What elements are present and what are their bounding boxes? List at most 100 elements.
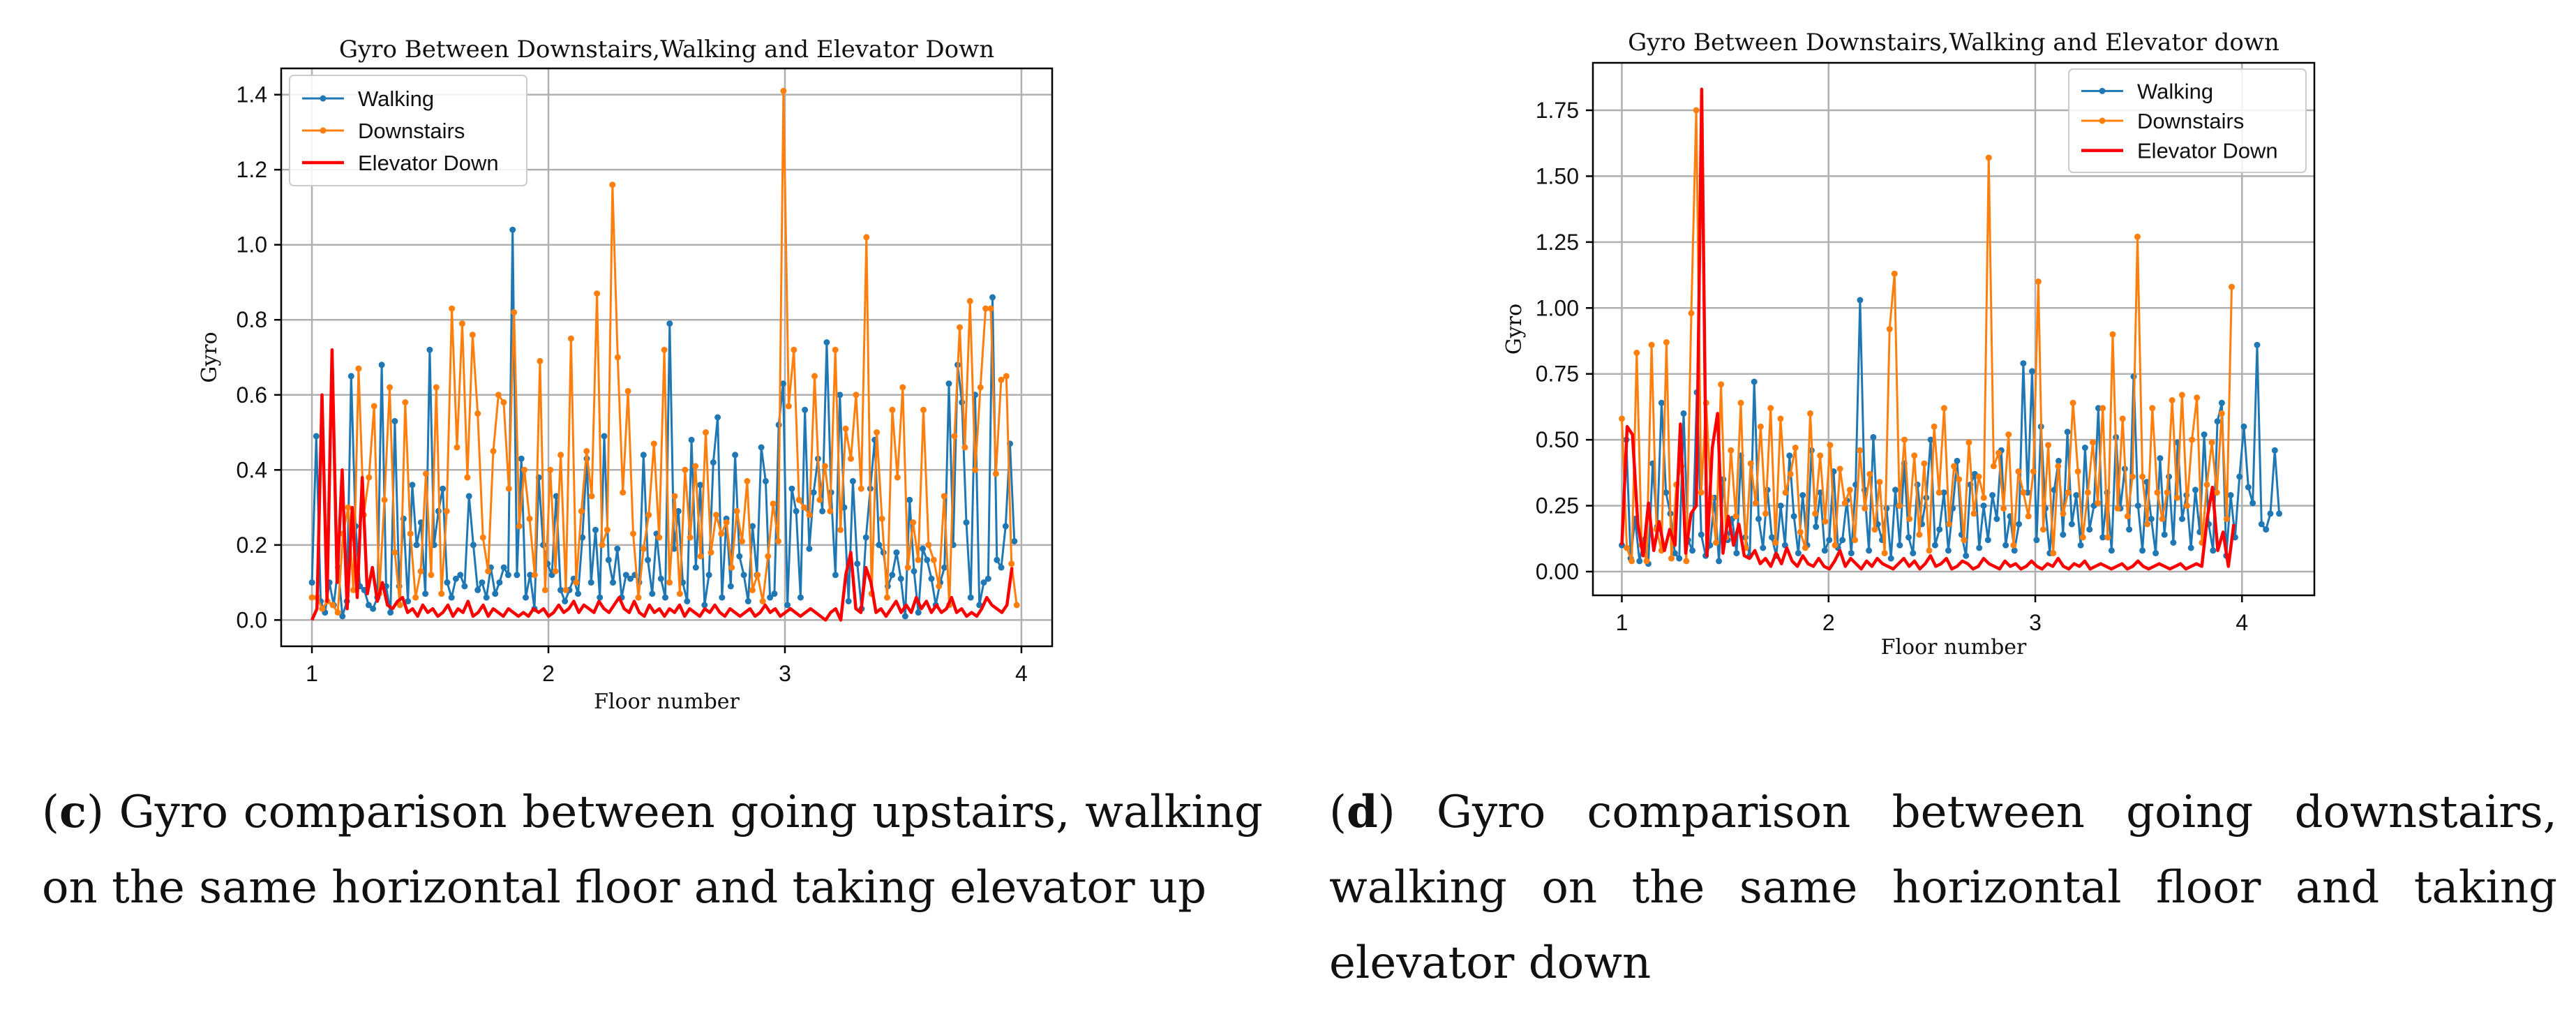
data-point	[723, 519, 730, 526]
data-point	[2267, 510, 2274, 517]
data-point	[976, 602, 983, 609]
data-point	[2099, 405, 2106, 412]
data-point	[2144, 521, 2151, 528]
data-point	[1926, 547, 1933, 554]
data-point	[858, 485, 864, 492]
data-point	[521, 466, 528, 473]
data-point	[640, 452, 647, 459]
data-point	[1772, 540, 1779, 546]
data-point	[469, 332, 476, 338]
data-point	[2005, 431, 2012, 438]
data-point	[692, 564, 699, 571]
data-point	[806, 545, 813, 552]
legend-swatch-marker	[2099, 117, 2106, 124]
data-point	[1002, 523, 1009, 530]
data-point	[1718, 381, 1725, 388]
data-point	[1817, 452, 1824, 459]
data-point	[440, 485, 447, 492]
data-point	[345, 504, 352, 511]
data-point	[2218, 399, 2225, 406]
data-point	[1946, 521, 1952, 528]
data-point	[2099, 534, 2106, 541]
data-point	[319, 605, 326, 612]
data-point	[941, 493, 948, 500]
data-point	[712, 512, 719, 519]
data-point	[1980, 503, 1987, 509]
data-point	[802, 406, 809, 413]
data-point	[599, 542, 606, 549]
series-elevator-down	[310, 348, 1014, 622]
y-tick-label: 0.8	[237, 307, 267, 332]
y-tick-label: 0.4	[237, 457, 267, 482]
data-point	[557, 586, 564, 593]
data-point	[675, 507, 682, 514]
data-point	[758, 444, 765, 451]
data-point	[1782, 489, 1789, 496]
data-point	[1857, 447, 1864, 454]
data-point	[779, 380, 786, 387]
data-point	[479, 534, 486, 541]
data-point	[339, 613, 346, 620]
data-point	[977, 384, 984, 391]
data-point	[705, 572, 712, 579]
data-point	[2050, 550, 2057, 557]
data-point	[492, 590, 499, 597]
data-point	[2060, 531, 2067, 538]
data-point	[2189, 436, 2196, 443]
legend-label: Downstairs	[2137, 109, 2244, 133]
data-point	[1713, 540, 1719, 546]
data-point	[387, 609, 394, 616]
data-point	[2149, 405, 2156, 412]
data-point	[1807, 410, 1813, 417]
y-tick-label: 0.50	[1536, 427, 1579, 452]
data-point	[588, 493, 595, 500]
data-point	[784, 602, 791, 609]
caption-d-letter: d	[1346, 786, 1378, 838]
data-point	[1921, 460, 1928, 467]
data-point	[2194, 394, 2201, 401]
data-point	[649, 590, 656, 597]
series-line	[1621, 299, 2281, 565]
data-point	[1795, 550, 1802, 557]
data-point	[1762, 510, 1769, 517]
data-point	[2081, 445, 2088, 451]
data-point	[541, 586, 548, 593]
data-point	[1676, 555, 1683, 562]
data-point	[1870, 433, 1877, 440]
data-point	[381, 496, 388, 503]
data-point	[448, 594, 455, 601]
y-tick-label: 1.0	[237, 232, 267, 258]
data-point	[1936, 526, 1943, 533]
data-point	[308, 594, 315, 601]
data-point	[2011, 547, 2018, 554]
data-point	[1827, 442, 1834, 449]
data-point	[1965, 439, 1972, 446]
data-point	[2079, 534, 2086, 541]
data-point	[780, 87, 787, 94]
data-point	[2187, 544, 2194, 551]
data-point	[412, 594, 419, 601]
data-point	[819, 507, 826, 514]
data-point	[509, 226, 516, 233]
data-point	[1628, 558, 1635, 565]
data-point	[495, 392, 502, 399]
data-point	[899, 384, 906, 391]
data-point	[684, 598, 691, 604]
data-point	[1733, 550, 1740, 557]
data-point	[2134, 233, 2141, 240]
data-point	[876, 542, 883, 549]
legend-label: Elevator Down	[358, 151, 499, 175]
data-point	[526, 515, 533, 522]
data-point	[762, 477, 769, 484]
data-point	[504, 572, 511, 579]
data-point	[1636, 558, 1643, 565]
data-point	[1688, 310, 1695, 317]
data-point	[2055, 457, 2062, 464]
data-point	[987, 305, 994, 312]
y-tick-label: 0.2	[237, 533, 267, 558]
data-point	[387, 384, 393, 391]
data-point	[832, 346, 839, 353]
data-point	[1911, 452, 1918, 459]
data-point	[630, 530, 636, 537]
data-point	[671, 493, 678, 500]
